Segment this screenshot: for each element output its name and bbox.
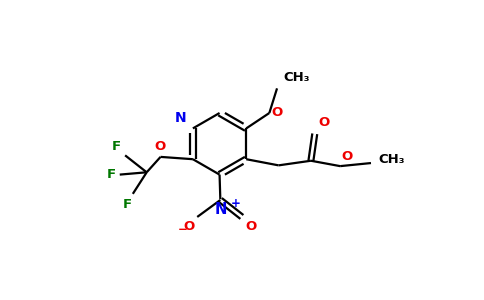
- Text: F: F: [112, 140, 121, 153]
- Text: +: +: [230, 197, 240, 210]
- Text: O: O: [183, 220, 195, 233]
- Text: CH₃: CH₃: [283, 71, 310, 84]
- Text: O: O: [154, 140, 166, 153]
- Text: N: N: [214, 202, 227, 217]
- Text: −: −: [178, 223, 188, 236]
- Text: N: N: [175, 111, 187, 125]
- Text: O: O: [318, 116, 330, 129]
- Text: O: O: [246, 220, 257, 233]
- Text: F: F: [107, 168, 116, 181]
- Text: O: O: [342, 150, 353, 163]
- Text: O: O: [272, 106, 283, 119]
- Text: F: F: [123, 198, 132, 211]
- Text: CH₃: CH₃: [378, 154, 405, 166]
